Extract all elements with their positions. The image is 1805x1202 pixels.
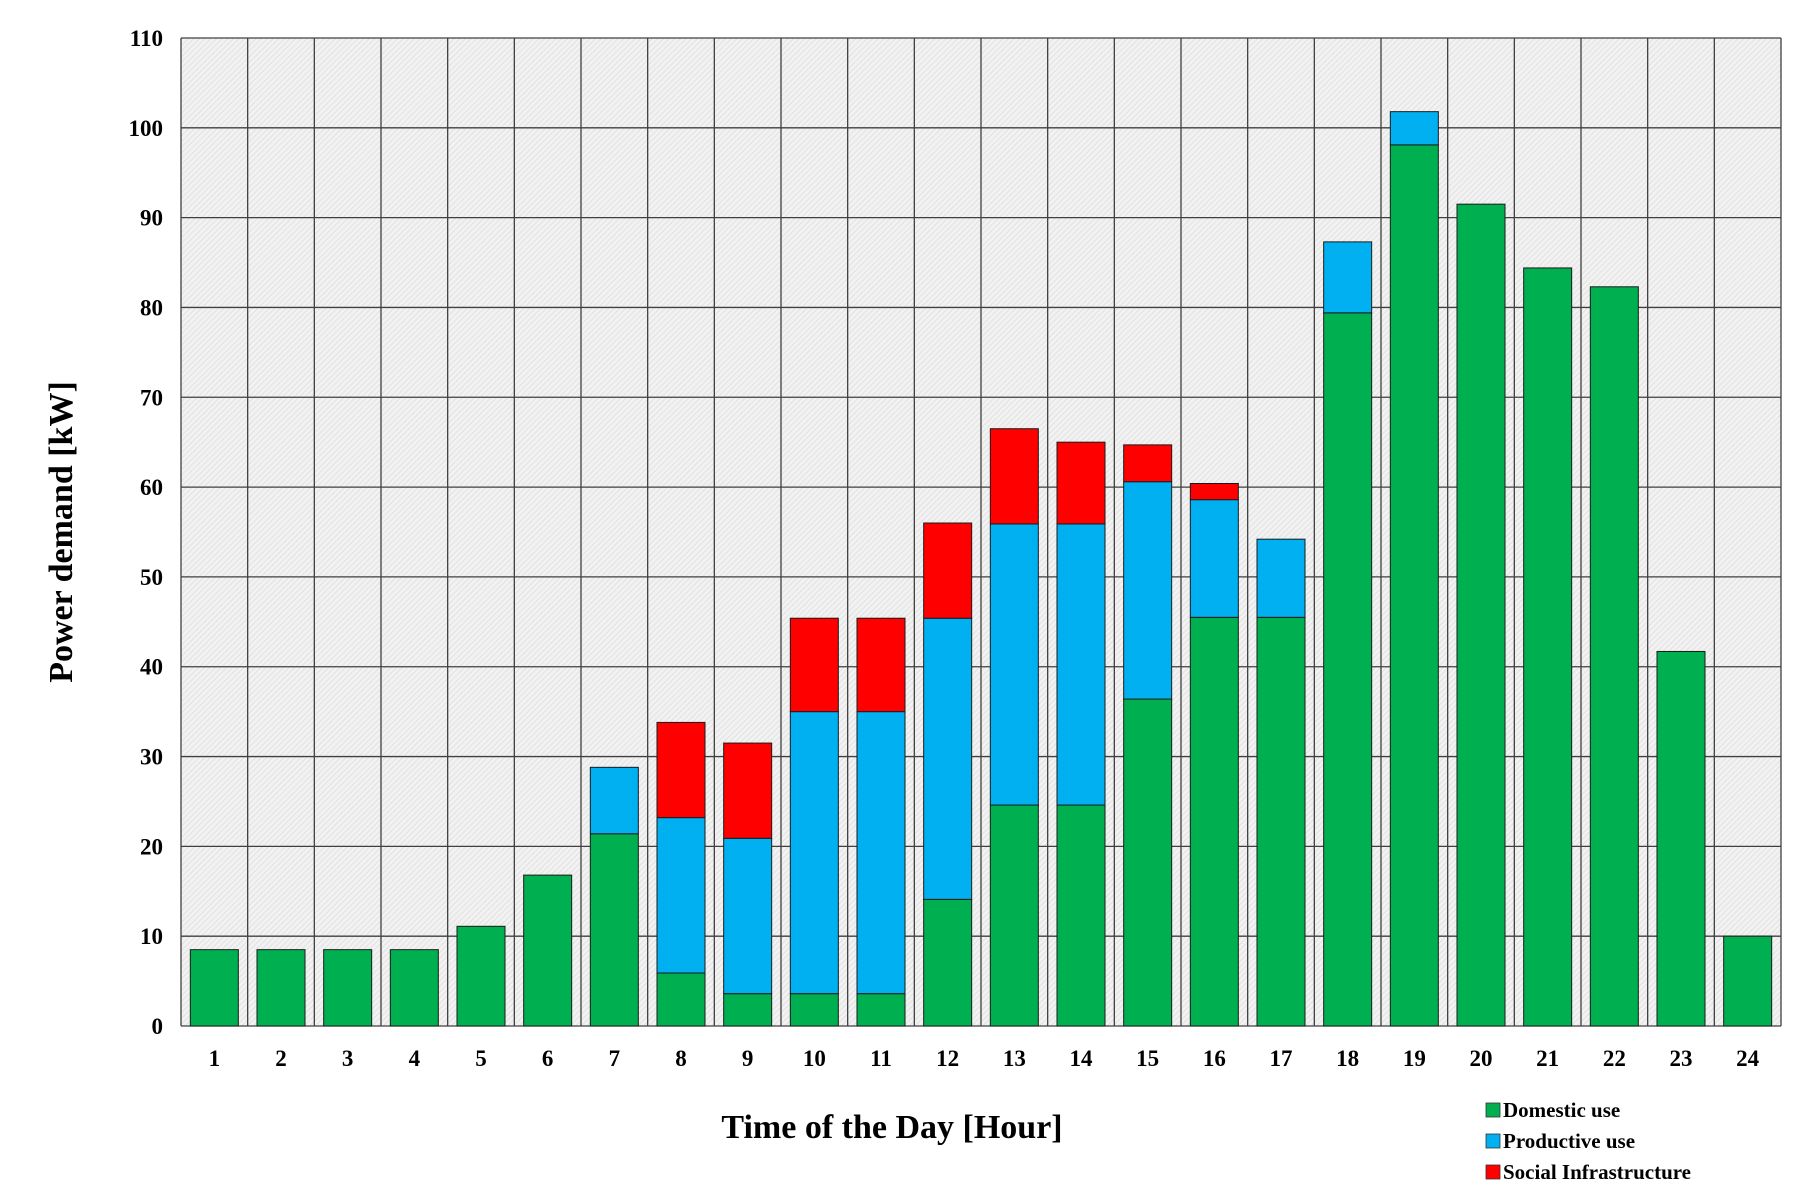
y-tick-label: 0 xyxy=(152,1014,164,1039)
y-tick-label: 100 xyxy=(129,116,164,141)
bar-domestic-use-14 xyxy=(1056,804,1106,1027)
y-tick-label: 60 xyxy=(140,475,163,500)
x-tick-label: 11 xyxy=(870,1046,892,1071)
y-axis-title: Power demand [kW] xyxy=(43,381,80,683)
bar-domestic-use-3 xyxy=(323,949,373,1027)
bar-productive-use-18 xyxy=(1323,241,1373,314)
bar-domestic-use-22 xyxy=(1589,286,1639,1027)
bar-social-infrastructure-16 xyxy=(1189,482,1239,501)
bar-social-infrastructure-14 xyxy=(1056,441,1106,525)
x-tick-label: 7 xyxy=(609,1046,621,1071)
x-tick-label: 15 xyxy=(1136,1046,1159,1071)
bar-domestic-use-19 xyxy=(1389,144,1439,1027)
x-tick-label: 18 xyxy=(1336,1046,1359,1071)
legend-label: Domestic use xyxy=(1503,1098,1620,1122)
bar-domestic-use-1 xyxy=(189,949,239,1027)
bar-productive-use-17 xyxy=(1256,538,1306,618)
bar-domestic-use-6 xyxy=(523,874,573,1027)
x-tick-label: 17 xyxy=(1270,1046,1293,1071)
bar-productive-use-16 xyxy=(1189,499,1239,618)
y-tick-label: 110 xyxy=(130,26,163,51)
y-tick-labels: 0 10 20 30 40 50 60 70 80 90 100 110 xyxy=(129,26,164,1039)
y-tick-label: 70 xyxy=(140,385,163,410)
x-tick-label: 2 xyxy=(275,1046,287,1071)
bar-domestic-use-5 xyxy=(456,925,506,1027)
x-tick-label: 6 xyxy=(542,1046,554,1071)
bar-domestic-use-23 xyxy=(1656,650,1706,1027)
y-tick-label: 10 xyxy=(140,924,163,949)
bar-productive-use-19 xyxy=(1389,111,1439,146)
legend-label: Social Infrastructure xyxy=(1503,1160,1691,1184)
x-tick-label: 9 xyxy=(742,1046,754,1071)
legend-swatch xyxy=(1485,1133,1501,1149)
x-tick-label: 13 xyxy=(1003,1046,1026,1071)
x-tick-label: 14 xyxy=(1070,1046,1094,1071)
x-axis-title: Time of the Day [Hour] xyxy=(721,1109,1062,1146)
gridlines xyxy=(180,37,1782,1027)
legend: Domestic use Productive use Social Infrast… xyxy=(1485,1098,1691,1184)
bar-domestic-use-8 xyxy=(656,972,706,1027)
x-tick-label: 3 xyxy=(342,1046,354,1071)
y-tick-label: 80 xyxy=(140,295,163,320)
bar-domestic-use-9 xyxy=(723,993,773,1027)
y-tick-label: 90 xyxy=(140,206,163,231)
bar-domestic-use-4 xyxy=(389,949,439,1027)
bar-social-infrastructure-8 xyxy=(656,721,706,819)
bar-domestic-use-18 xyxy=(1323,312,1373,1027)
x-tick-label: 1 xyxy=(209,1046,221,1071)
x-tick-label: 5 xyxy=(475,1046,487,1071)
x-tick-label: 12 xyxy=(936,1046,959,1071)
bar-productive-use-7 xyxy=(589,766,639,835)
bar-productive-use-8 xyxy=(656,817,706,974)
y-tick-label: 20 xyxy=(140,834,163,859)
bars xyxy=(189,111,1773,1027)
x-tick-label: 19 xyxy=(1403,1046,1426,1071)
bar-domestic-use-7 xyxy=(589,833,639,1027)
bar-domestic-use-12 xyxy=(923,898,973,1027)
legend-swatch xyxy=(1485,1102,1501,1118)
bar-productive-use-11 xyxy=(856,711,906,995)
bar-social-infrastructure-13 xyxy=(989,428,1039,525)
bar-productive-use-14 xyxy=(1056,523,1106,806)
bar-productive-use-9 xyxy=(723,837,773,995)
bar-productive-use-15 xyxy=(1123,481,1173,700)
bar-domestic-use-13 xyxy=(989,804,1039,1027)
x-tick-label: 10 xyxy=(803,1046,826,1071)
bar-social-infrastructure-10 xyxy=(789,617,839,713)
x-tick-label: 20 xyxy=(1470,1046,1493,1071)
x-tick-label: 8 xyxy=(675,1046,687,1071)
bar-domestic-use-15 xyxy=(1123,698,1173,1027)
bar-domestic-use-24 xyxy=(1723,935,1773,1027)
bar-domestic-use-20 xyxy=(1456,203,1506,1027)
bar-domestic-use-11 xyxy=(856,993,906,1027)
bar-productive-use-12 xyxy=(923,617,973,900)
bar-domestic-use-17 xyxy=(1256,616,1306,1027)
y-tick-label: 40 xyxy=(140,655,163,680)
x-tick-label: 24 xyxy=(1736,1046,1760,1071)
bar-social-infrastructure-15 xyxy=(1123,444,1173,483)
y-tick-label: 30 xyxy=(140,745,163,770)
x-tick-label: 21 xyxy=(1536,1046,1559,1071)
bar-domestic-use-2 xyxy=(256,949,306,1027)
x-tick-label: 23 xyxy=(1670,1046,1693,1071)
bar-social-infrastructure-11 xyxy=(856,617,906,713)
x-tick-labels: 1 2 3 4 5 6 7 8 9 10 11 12 13 14 15 16 17 18 19 20 21 22 23 24 xyxy=(209,1046,1760,1071)
legend-label: Productive use xyxy=(1503,1129,1635,1153)
bar-domestic-use-10 xyxy=(789,993,839,1027)
x-tick-label: 4 xyxy=(409,1046,421,1071)
bar-domestic-use-21 xyxy=(1523,267,1573,1027)
x-tick-label: 16 xyxy=(1203,1046,1226,1071)
x-tick-label: 22 xyxy=(1603,1046,1626,1071)
bar-productive-use-13 xyxy=(989,523,1039,806)
bar-domestic-use-16 xyxy=(1189,616,1239,1027)
bar-productive-use-10 xyxy=(789,711,839,995)
legend-swatch xyxy=(1485,1164,1501,1180)
bar-social-infrastructure-12 xyxy=(923,522,973,619)
y-tick-label: 50 xyxy=(140,565,163,590)
bar-social-infrastructure-9 xyxy=(723,742,773,839)
